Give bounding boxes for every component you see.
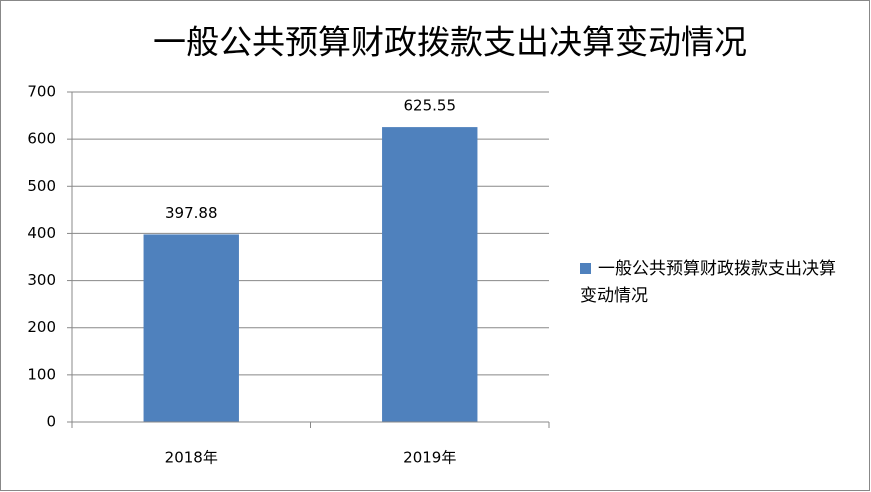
x-tick-label: 2018年	[165, 449, 218, 467]
y-tick-label: 400	[27, 224, 56, 242]
bar	[382, 127, 478, 423]
y-tick-label: 600	[27, 130, 56, 148]
y-tick-label: 500	[27, 177, 56, 195]
chart-title: 一般公共预算财政拨款支出决算变动情况	[153, 23, 747, 62]
legend-label: 一般公共预算财政拨款支出决算变动情况	[580, 259, 836, 306]
y-tick-label: 300	[27, 271, 56, 289]
bar	[143, 234, 239, 422]
data-label: 397.88	[165, 204, 218, 222]
y-tick-label: 100	[27, 365, 56, 383]
data-label: 625.55	[404, 97, 457, 115]
legend: 一般公共预算财政拨款支出决算变动情况	[580, 256, 840, 310]
x-tick-label: 2019年	[403, 449, 456, 467]
y-tick-label: 0	[46, 413, 56, 431]
legend-key	[580, 263, 591, 274]
y-tick-label: 200	[27, 318, 56, 336]
y-tick-label: 700	[27, 83, 56, 101]
